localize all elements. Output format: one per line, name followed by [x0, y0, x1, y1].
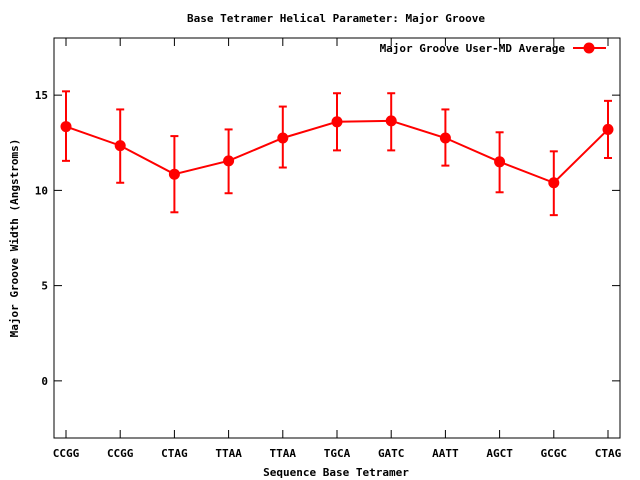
x-tick-label: GATC [378, 447, 405, 460]
x-tick-label: CCGG [107, 447, 134, 460]
x-tick-label: CTAG [595, 447, 622, 460]
data-point [223, 155, 235, 167]
y-tick-label: 15 [35, 89, 48, 102]
x-tick-label: CTAG [161, 447, 188, 460]
x-axis-label: Sequence Base Tetramer [263, 466, 409, 479]
legend-label: Major Groove User-MD Average [380, 42, 566, 55]
data-point [385, 115, 397, 127]
data-point [114, 140, 126, 152]
x-axis: CCGG CCGG CTAG TTAA TTAA TGCA GATC AATT AGCT GCGC… [53, 38, 622, 460]
series-group [60, 90, 614, 217]
data-point [602, 123, 614, 135]
legend: Major Groove User-MD Average [380, 42, 606, 55]
x-tick-label: TTAA [215, 447, 242, 460]
x-tick-label: AGCT [486, 447, 513, 460]
data-point [439, 132, 451, 144]
legend-marker-sample [583, 42, 595, 54]
x-tick-label: GCGC [541, 447, 568, 460]
y-axis: 0 5 10 15 [35, 89, 620, 388]
data-point [548, 177, 560, 189]
data-point [331, 116, 343, 128]
data-point [168, 168, 180, 180]
y-axis-label: Major Groove Width (Angstroms) [8, 139, 21, 338]
y-tick-label: 5 [41, 280, 48, 293]
x-tick-label: AATT [432, 447, 459, 460]
x-tick-label: CCGG [53, 447, 80, 460]
y-tick-label: 10 [35, 184, 48, 197]
chart-title: Base Tetramer Helical Parameter: Major G… [187, 12, 485, 25]
data-point [60, 121, 72, 133]
y-tick-label: 0 [41, 375, 48, 388]
data-point [277, 132, 289, 144]
x-tick-label: TGCA [324, 447, 351, 460]
data-point [494, 156, 506, 168]
x-tick-label: TTAA [270, 447, 297, 460]
